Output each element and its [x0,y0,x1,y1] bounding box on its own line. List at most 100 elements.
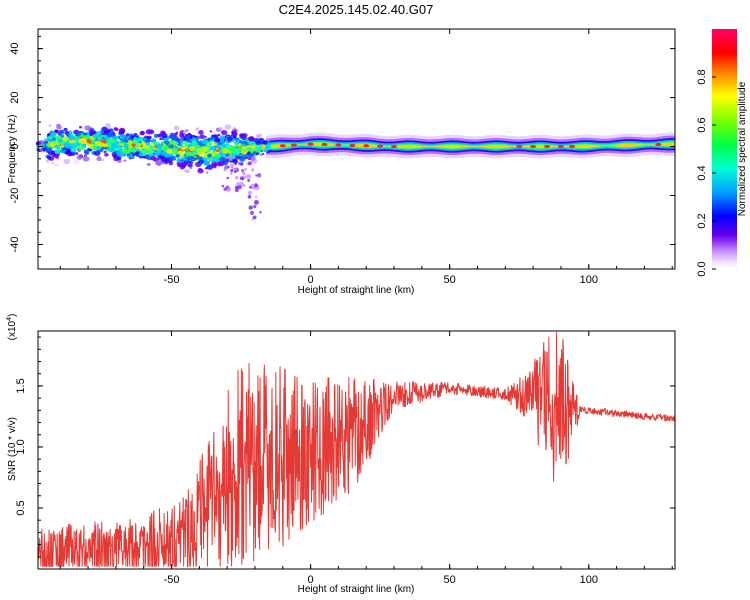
spectrogram-y-axis-label: Frequency (Hz) [7,115,18,184]
spectrogram-blob [86,139,92,144]
spectrogram-blob [56,123,61,127]
spectrogram-blob [181,146,186,151]
spectrogram-tail-blob [226,186,232,192]
spectrogram-tail-blob [234,167,238,171]
spectrogram-tail-blob [252,215,257,220]
spectrogram-blob [227,151,231,154]
spectrogram-blob [128,144,133,149]
colorbar-tick-label: 0.2 [696,213,708,228]
spectrogram-blob [55,144,61,149]
spectrogram-blob [234,143,239,148]
spectrogram-blob [231,140,235,143]
spectrogram-blob [183,130,187,134]
spectrogram-blob [48,124,52,127]
spectrogram-blob [193,155,197,158]
spectrogram-blob [191,152,195,156]
spectrogram-peak [557,144,564,149]
spectrogram-blob [119,145,123,149]
spectrogram-peak [363,144,370,148]
spectrogram-blob [47,133,51,136]
spectrogram-blob [174,132,178,136]
spectrogram-blob [213,143,217,147]
snr-x-tick-label: 100 [580,574,598,586]
spectrogram-blob [238,156,243,160]
spectrogram-blob [198,130,204,135]
spectrogram-tail-blob [254,183,259,188]
spectrogram-peak [307,142,314,146]
spectrogram-blob [164,161,168,165]
spectrogram-blob [63,143,67,147]
spectrogram-blob [49,142,56,147]
spectrogram-blob [156,157,160,161]
spectrogram-blob [226,136,233,142]
spectrogram-blob [94,150,101,156]
spectrogram-blob [42,147,47,151]
spectrogram-peak [335,143,342,147]
colorbar-label: Normalized spectral amplitude [737,81,748,216]
spectrogram-blob [169,155,175,160]
spectrogram-blob [138,140,142,144]
colorbar: 0.0 0.2 0.4 0.6 0.8 Normalized spectral ampl… [696,29,748,277]
snr-x-tick-label: -50 [164,574,180,586]
spectrogram-blob [89,134,93,137]
snr-x-tick-label: 50 [444,574,456,586]
spectrogram-blob [129,147,134,151]
spectrogram-blob [220,137,224,140]
spectrogram-blob [103,131,108,134]
spectrogram-blob [180,156,184,160]
spectrogram-blob [222,154,226,158]
spectrogram-peak [516,144,523,149]
spectrogram-blob [148,145,155,150]
spectrogram-blob [107,128,110,131]
spectrogram-blob [202,143,206,147]
spectrogram-tail-blob [248,205,253,210]
spectrogram-tail-blob [226,176,229,180]
spectrogram-blob [177,150,184,155]
spectrogram-blob [58,147,63,151]
spectrogram-tail-blob [250,183,255,188]
spectrogram-blob [155,160,163,166]
spectrogram-blob [236,149,241,152]
spectrogram-blob [237,151,241,154]
spectrogram-peak [279,144,286,148]
spectrogram-marks [35,123,675,221]
spectrogram-blob [134,139,139,144]
spectrogram-blob [209,139,214,143]
spectrogram-tail-blob [239,176,244,181]
spectrogram-tail-blob [226,157,229,161]
spectrogram-blob [63,127,68,132]
spectrogram-blob [69,143,76,149]
spectrogram-peak [377,144,384,148]
chart-title: C2E4.2025.145.02.40.G07 [279,2,434,17]
spectrogram-tail-blob [255,174,258,177]
spectrogram-x-tick-label: -50 [164,274,180,286]
spectrogram-blob [145,141,151,146]
spectrogram-blob [126,153,130,157]
spectrogram-blob [212,165,217,169]
spectrogram-blob [85,136,90,140]
spectrogram-blob [222,143,227,148]
spectrogram-blob [221,130,228,136]
spectrogram-tail-blob [241,171,246,175]
snr-frame [37,330,676,570]
spectrogram-blob [36,141,41,146]
spectrogram-blob [217,161,225,167]
spectrogram-blob [233,135,237,139]
spectrogram-blob [204,144,209,148]
snr-background [38,331,675,569]
spectrogram-blob [195,127,200,131]
spectrogram-blob [107,126,111,129]
spectrogram-blob [184,133,188,137]
spectrogram-blob [197,168,204,174]
spectrogram-tail-blob [235,175,239,180]
spectrogram-blob [92,133,99,139]
colorbar-gradient [712,29,737,269]
spectrogram-blob [198,157,203,161]
spectrogram-blob [103,147,107,150]
spectrogram-blob [83,149,88,153]
spectrogram-blob [144,149,151,155]
spectrogram-x-ticks: -50 0 50 100 [59,29,673,286]
spectrogram-blob [45,147,52,153]
spectrogram-tail-blob [247,190,252,195]
spectrogram-peak [544,144,551,149]
